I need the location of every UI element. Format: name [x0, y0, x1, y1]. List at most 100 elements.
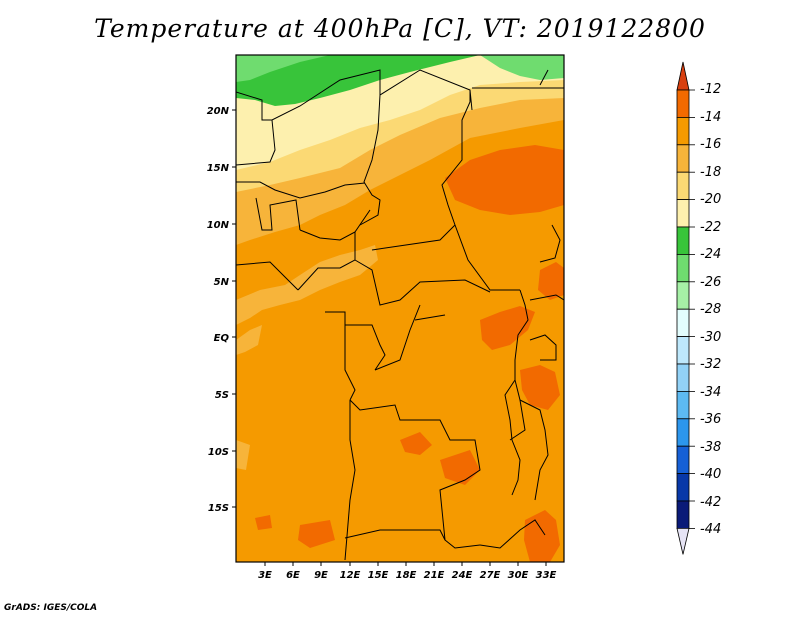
- lat-tick-label: 10N: [207, 220, 230, 231]
- border-west-africa: [255, 197, 301, 231]
- field-warm-patch-angola: [400, 432, 432, 455]
- border-nigeria-n: [299, 209, 371, 241]
- colorbar-segment: [676, 89, 690, 118]
- colorbar-label: -26: [700, 275, 721, 290]
- colorbar-label: -30: [700, 330, 721, 345]
- border-tanzania-mozambique: [519, 399, 549, 501]
- colorbar-label: -32: [700, 357, 721, 372]
- colorbar-label: -20: [700, 192, 721, 207]
- colorbar-segment: [676, 445, 690, 475]
- colorbar-segment: [676, 117, 690, 146]
- border-chad: [441, 90, 520, 291]
- colorbar-label: -12: [700, 82, 721, 97]
- border-car-n: [371, 224, 456, 251]
- colorbar-segment: [676, 171, 690, 200]
- field-warm-patch-s2: [255, 515, 272, 530]
- grads-credit: GrADS: IGES/COLA: [4, 603, 98, 613]
- colorbar-segment: [676, 308, 690, 338]
- colorbar-segment: [676, 336, 690, 365]
- lon-tick-label: 15E: [368, 570, 389, 581]
- lake-victoria: [529, 334, 557, 361]
- river-segment-1: [414, 314, 446, 321]
- border-drc-w: [374, 304, 421, 371]
- axis-ticks: [232, 109, 547, 566]
- colorbar-arrow-bottom: [676, 528, 690, 555]
- field-band-22-24: [236, 55, 480, 106]
- border-niger-libya: [379, 69, 473, 111]
- colorbar-segment: [676, 363, 690, 392]
- field-warm-patch-sahel: [445, 145, 564, 215]
- colorbar-arrow-top: [676, 61, 690, 91]
- field-warm-patch-east: [520, 365, 560, 410]
- colorbar-segment: [676, 390, 690, 420]
- coast-guinea-gulf: [236, 261, 299, 291]
- border-drc-e: [509, 289, 529, 441]
- border-namibia-angola: [344, 529, 446, 541]
- field-cool-coast: [236, 245, 378, 325]
- lon-tick-label: 3E: [258, 570, 272, 581]
- colorbar-label: -42: [700, 495, 721, 510]
- lat-tick-label: EQ: [214, 333, 230, 344]
- lon-tick-label: 21E: [424, 570, 445, 581]
- field-cool-patch-w: [236, 325, 262, 355]
- field-cool-patch-sw: [236, 440, 250, 470]
- colorbar-segment: [676, 473, 690, 502]
- lon-tick-label: 30E: [508, 570, 529, 581]
- colorbar-segment: [676, 226, 690, 255]
- colorbar-label: -16: [700, 137, 721, 152]
- lat-tick-label: 20N: [207, 106, 230, 117]
- field-band-24-26-west: [236, 55, 330, 82]
- field-band-24-26-east: [480, 55, 564, 80]
- colorbar-segment: [676, 253, 690, 283]
- colorbar: [676, 61, 695, 555]
- border-sahel: [236, 181, 366, 199]
- colorbar-labels: -12 -14 -16 -18 -20 -22 -24 -26 -28 -30 …: [700, 82, 721, 537]
- lon-tick-label: 6E: [286, 570, 300, 581]
- lat-tick-label: 5S: [215, 390, 229, 401]
- colorbar-label: -22: [700, 220, 721, 235]
- lon-tick-label: 27E: [480, 570, 501, 581]
- lon-tick-label: 12E: [340, 570, 361, 581]
- colorbar-label: -18: [700, 165, 721, 180]
- colorbar-segment: [676, 418, 690, 447]
- lat-tick-label: 5N: [214, 277, 230, 288]
- colorbar-label: -24: [700, 247, 721, 262]
- colorbar-label: -40: [700, 467, 721, 482]
- colorbar-label: -38: [700, 440, 721, 455]
- field-warm-patch-ne: [538, 262, 564, 300]
- colorbar-label: -34: [700, 385, 721, 400]
- field-warm-patch-se: [524, 510, 560, 562]
- lat-tick-label: 10S: [208, 447, 229, 458]
- borders: [236, 69, 564, 561]
- lon-tick-label: 9E: [314, 570, 328, 581]
- field-warm-patch-lakes: [480, 306, 535, 350]
- temperature-field: [236, 55, 564, 562]
- chart-title: Temperature at 400hPa [C], VT: 201912280…: [94, 14, 706, 43]
- colorbar-segment: [676, 500, 690, 529]
- lon-tick-label: 24E: [452, 570, 473, 581]
- lat-tick-label: 15N: [207, 163, 230, 174]
- border-gabon-congo: [325, 311, 386, 371]
- colorbar-label: -28: [700, 302, 721, 317]
- field-warm-patch-s1: [298, 520, 335, 548]
- coast-redsea: [539, 69, 549, 86]
- colorbar-segment: [676, 144, 690, 173]
- coast-angola: [344, 400, 356, 561]
- colorbar-label: -36: [700, 412, 721, 427]
- colorbar-segment: [676, 281, 690, 310]
- border-congo-coast: [344, 325, 356, 401]
- lon-tick-label: 33E: [536, 570, 557, 581]
- border-zimbabwe: [479, 519, 546, 549]
- border-car-s: [354, 259, 491, 306]
- border-ethiopia: [539, 224, 561, 263]
- lon-tick-label: 18E: [396, 570, 417, 581]
- lat-tick-label: 15S: [208, 503, 229, 514]
- border-nigeria-coast: [297, 232, 356, 291]
- colorbar-label: -44: [700, 522, 721, 537]
- lat-labels: 20N 15N 10N 5N EQ 5S 10S 15S: [207, 106, 230, 514]
- map-frame: [235, 54, 565, 563]
- border-mali-mauritania: [236, 119, 276, 166]
- lake-tanganyika: [504, 379, 521, 496]
- colorbar-label: -14: [700, 110, 721, 125]
